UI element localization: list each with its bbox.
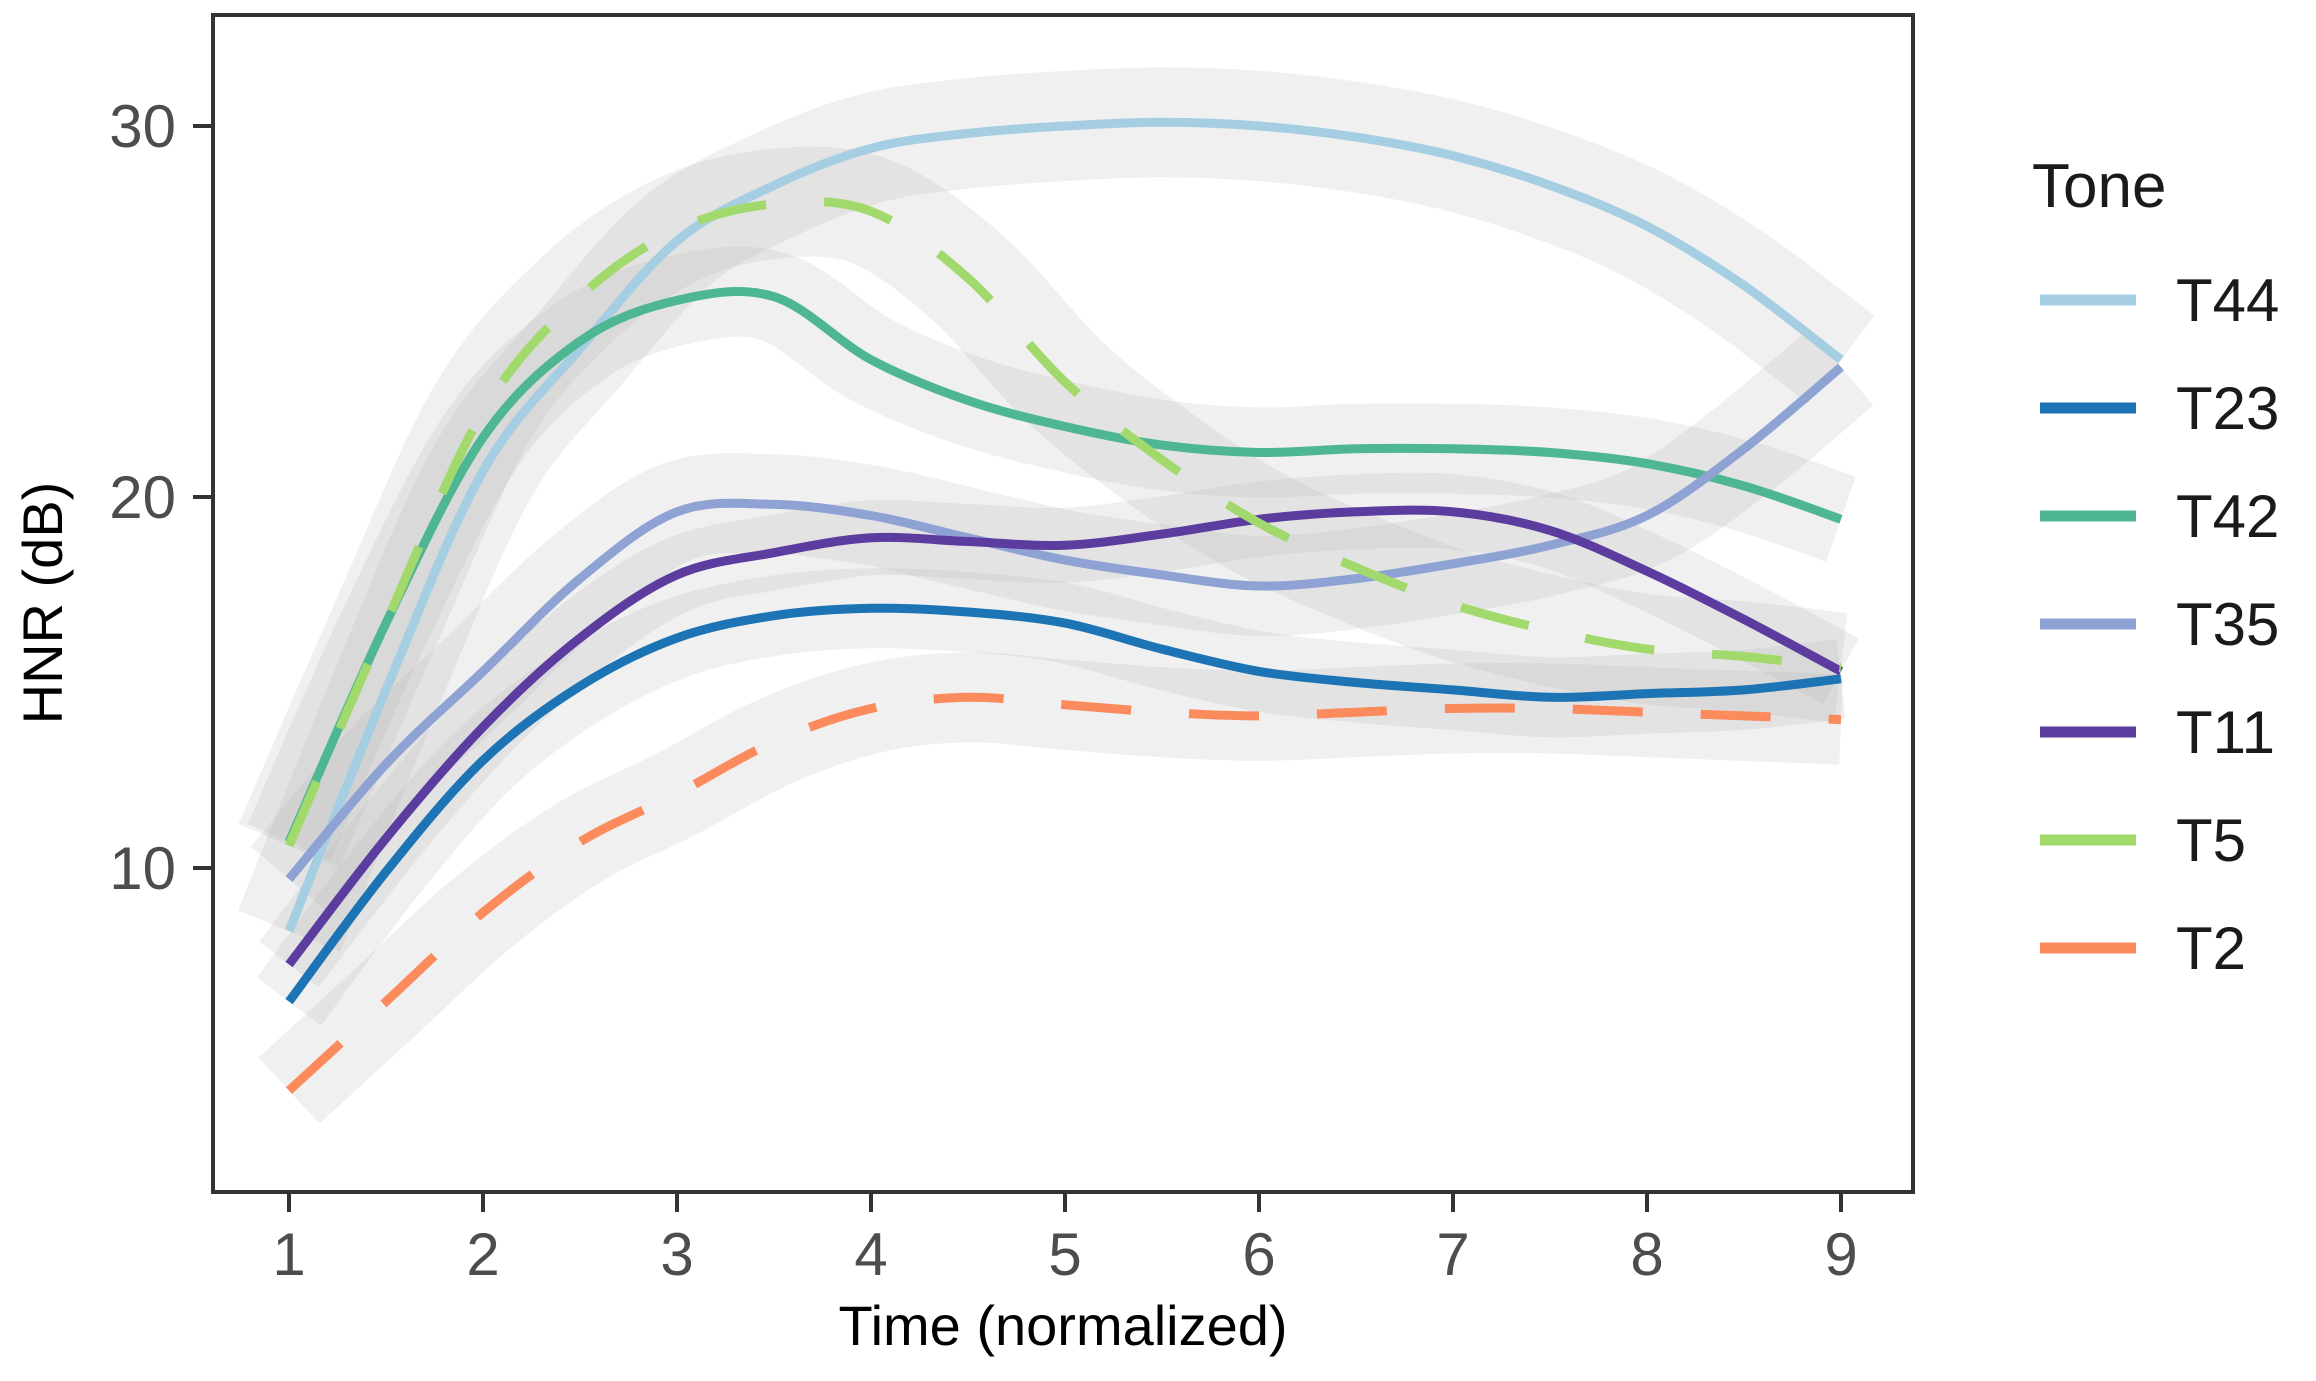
x-tick-label-5: 5 (1048, 1221, 1081, 1288)
legend-label-T11: T11 (2176, 699, 2275, 766)
x-tick-label-8: 8 (1630, 1221, 1663, 1288)
x-axis-title: Time (normalized) (838, 1294, 1287, 1357)
legend-label-T5: T5 (2176, 807, 2246, 874)
legend-item-T23: T23 (2040, 375, 2279, 442)
x-tick-label-1: 1 (272, 1221, 305, 1288)
series-lines-group (284, 117, 1844, 1094)
y-tick-label-20: 20 (109, 464, 176, 531)
y-tick-label-10: 10 (109, 835, 176, 902)
x-axis: 1 2 3 4 5 6 7 8 9 (272, 1192, 1858, 1288)
y-axis: 10 20 30 (109, 93, 213, 902)
legend: Tone T44 T23 T42 T35 T11 T5 T2 (2032, 152, 2279, 982)
legend-label-T35: T35 (2176, 591, 2279, 658)
legend-item-T42: T42 (2040, 483, 2279, 550)
y-axis-title: HNR (dB) (11, 482, 74, 725)
legend-label-T44: T44 (2176, 267, 2279, 334)
series-line-T42 (284, 287, 1843, 844)
series-line-T23 (285, 603, 1842, 1005)
x-tick-label-3: 3 (660, 1221, 693, 1288)
legend-item-T5: T5 (2040, 807, 2246, 874)
y-tick-label-30: 30 (109, 93, 176, 160)
confidence-band-T5 (238, 146, 1848, 868)
legend-label-T23: T23 (2176, 375, 2279, 442)
x-tick-label-7: 7 (1436, 1221, 1469, 1288)
series-line-T44 (284, 117, 1844, 933)
series-line-T11 (285, 505, 1844, 968)
confidence-bands-group (237, 67, 1875, 1124)
legend-item-T35: T35 (2040, 591, 2279, 658)
legend-item-T44: T44 (2040, 267, 2279, 334)
legend-item-T11: T11 (2040, 699, 2275, 766)
x-tick-label-4: 4 (854, 1221, 887, 1288)
series-line-T2 (285, 692, 1842, 1094)
legend-title: Tone (2032, 152, 2166, 221)
legend-label-T42: T42 (2176, 483, 2279, 550)
legend-item-T2: T2 (2040, 915, 2246, 982)
series-line-T35 (285, 363, 1844, 883)
x-tick-label-9: 9 (1824, 1221, 1857, 1288)
x-tick-label-2: 2 (466, 1221, 499, 1288)
x-tick-label-6: 6 (1242, 1221, 1275, 1288)
legend-label-T2: T2 (2176, 915, 2246, 982)
